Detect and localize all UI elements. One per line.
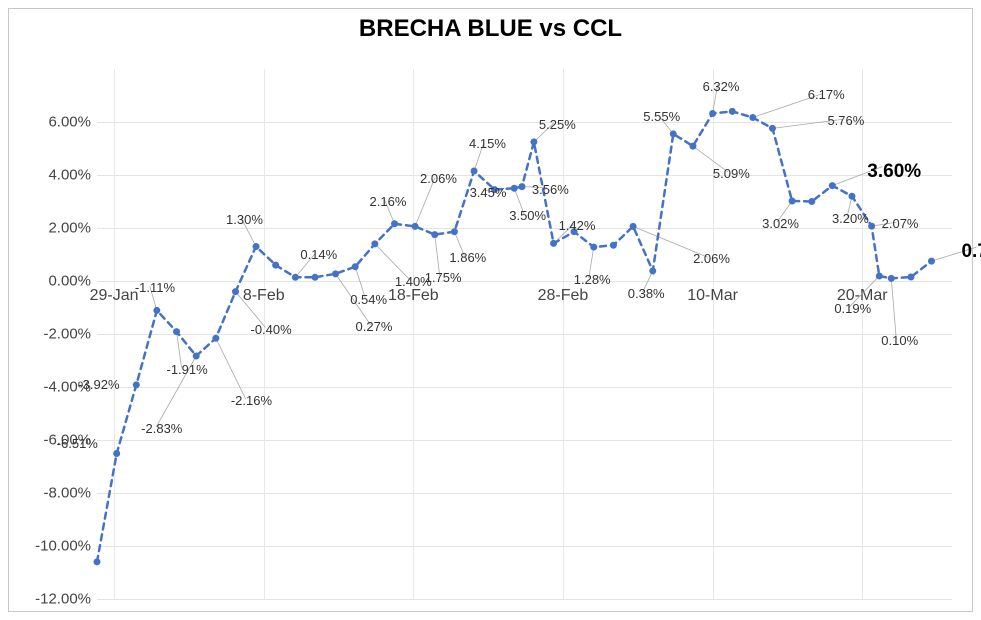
data-point bbox=[888, 275, 895, 282]
y-tick-label: 2.00% bbox=[48, 220, 97, 237]
data-point bbox=[391, 220, 398, 227]
data-label: 5.09% bbox=[713, 166, 750, 181]
y-tick-label: -8.00% bbox=[43, 485, 97, 502]
data-label: 0.19% bbox=[834, 301, 871, 316]
series-svg bbox=[97, 69, 952, 599]
data-point bbox=[829, 182, 836, 189]
data-point bbox=[928, 258, 935, 265]
data-point bbox=[630, 223, 637, 230]
data-point bbox=[670, 130, 677, 137]
data-label: 4.15% bbox=[469, 136, 506, 151]
data-point bbox=[550, 240, 557, 247]
data-label: 2.06% bbox=[420, 171, 457, 186]
gridline-h bbox=[97, 599, 952, 600]
data-point bbox=[212, 335, 219, 342]
data-point bbox=[610, 242, 617, 249]
chart-frame: BRECHA BLUE vs CCL -12.00%-10.00%-8.00%-… bbox=[8, 8, 973, 612]
y-tick-label: -12.00% bbox=[35, 591, 97, 608]
data-label: 3.50% bbox=[509, 208, 546, 223]
data-label: 0.27% bbox=[356, 319, 393, 334]
data-point bbox=[451, 228, 458, 235]
data-label: 1.30% bbox=[226, 212, 263, 227]
data-point bbox=[876, 272, 883, 279]
data-point bbox=[272, 262, 279, 269]
data-label: -2.16% bbox=[231, 393, 272, 408]
y-tick-label: 4.00% bbox=[48, 167, 97, 184]
data-label: 0.14% bbox=[300, 247, 337, 262]
series-line bbox=[97, 111, 932, 562]
data-point bbox=[511, 185, 518, 192]
data-label: 0.54% bbox=[350, 292, 387, 307]
data-point bbox=[133, 381, 140, 388]
leader-line bbox=[216, 338, 246, 399]
data-point bbox=[769, 125, 776, 132]
data-point bbox=[312, 274, 319, 281]
data-label: -1.11% bbox=[135, 280, 175, 295]
data-label: 3.20% bbox=[832, 211, 869, 226]
data-label: 2.16% bbox=[370, 194, 407, 209]
data-point bbox=[332, 270, 339, 277]
data-label: 2.07% bbox=[882, 216, 919, 231]
data-point bbox=[153, 307, 160, 314]
leader-line bbox=[891, 278, 896, 339]
data-point bbox=[590, 244, 597, 251]
plot-area: -12.00%-10.00%-8.00%-6.00%-4.00%-2.00%0.… bbox=[97, 69, 952, 599]
data-point bbox=[431, 231, 438, 238]
data-point bbox=[868, 223, 875, 230]
data-label: 1.86% bbox=[449, 250, 486, 265]
data-label: 5.55% bbox=[643, 109, 680, 124]
data-label: 3.60% bbox=[867, 161, 921, 183]
data-label: 3.02% bbox=[762, 216, 799, 231]
data-label: 6.17% bbox=[808, 87, 845, 102]
data-point bbox=[253, 243, 260, 250]
data-label: -1.91% bbox=[167, 362, 208, 377]
data-point bbox=[292, 274, 299, 281]
data-point bbox=[94, 558, 101, 565]
data-label: -3.92% bbox=[78, 377, 119, 392]
data-label: 6.32% bbox=[703, 79, 740, 94]
data-label: 1.28% bbox=[574, 272, 611, 287]
data-label: 1.75% bbox=[425, 270, 462, 285]
data-label: -6.51% bbox=[57, 436, 98, 451]
data-label: 5.76% bbox=[827, 113, 864, 128]
y-tick-label: 6.00% bbox=[48, 114, 97, 131]
data-label: 3.45% bbox=[470, 185, 507, 200]
data-label: -0.40% bbox=[251, 322, 292, 337]
data-point bbox=[530, 138, 537, 145]
data-label: 2.06% bbox=[693, 251, 730, 266]
y-tick-label: -2.00% bbox=[43, 326, 97, 343]
data-point bbox=[173, 328, 180, 335]
data-point bbox=[371, 240, 378, 247]
data-label: 0.75% bbox=[961, 241, 981, 263]
data-label: 3.56% bbox=[532, 182, 569, 197]
chart-title: BRECHA BLUE vs CCL bbox=[9, 15, 972, 43]
data-point bbox=[848, 193, 855, 200]
data-point bbox=[907, 274, 914, 281]
data-label: 1.42% bbox=[559, 218, 596, 233]
data-label: 5.25% bbox=[539, 117, 576, 132]
data-point bbox=[808, 198, 815, 205]
data-point bbox=[709, 110, 716, 117]
data-point bbox=[113, 450, 120, 457]
data-point bbox=[352, 263, 359, 270]
data-point bbox=[193, 352, 200, 359]
data-point bbox=[749, 114, 756, 121]
data-point bbox=[729, 108, 736, 115]
data-point bbox=[789, 197, 796, 204]
data-point bbox=[471, 168, 478, 175]
data-label: 0.38% bbox=[628, 286, 665, 301]
data-label: 0.10% bbox=[881, 333, 918, 348]
data-point bbox=[518, 183, 525, 190]
data-point bbox=[689, 143, 696, 150]
y-tick-label: -10.00% bbox=[35, 538, 97, 555]
data-label: -2.83% bbox=[141, 421, 182, 436]
data-point bbox=[412, 223, 419, 230]
data-point bbox=[232, 288, 239, 295]
data-point bbox=[649, 267, 656, 274]
